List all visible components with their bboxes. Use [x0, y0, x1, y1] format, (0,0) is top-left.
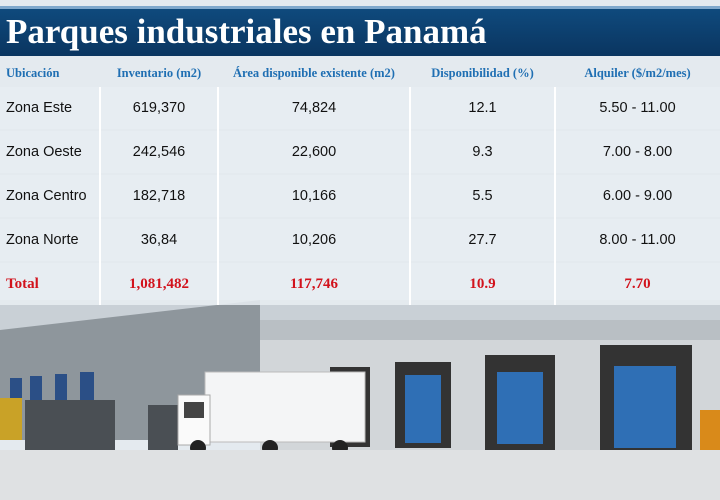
total-cell: 117,746: [290, 275, 338, 292]
table-cell: 22,600: [291, 144, 337, 160]
column-separator: [409, 87, 411, 305]
table-cell: Zona Oeste: [6, 144, 82, 160]
table-cell: 27.7: [468, 232, 497, 248]
table-cell: 9.3: [472, 144, 493, 160]
table-cell: 619,370: [132, 100, 186, 116]
table-row: [0, 175, 720, 217]
table-row: [0, 87, 720, 129]
table-cell: 36,84: [140, 232, 178, 248]
table-cell: Zona Norte: [6, 232, 79, 248]
table-cell: 7.00 - 8.00: [602, 144, 673, 160]
table-cell: 5.5: [472, 188, 493, 204]
table-row: [0, 219, 720, 261]
table-cell: 12.1: [468, 100, 497, 116]
column-separator: [554, 87, 556, 305]
title: Parques industriales en Panamá: [0, 6, 720, 56]
total-cell: Total: [6, 275, 39, 292]
table-cell: 10,166: [291, 188, 337, 204]
header-cell: Ubicación: [6, 66, 60, 80]
column-separator: [99, 87, 101, 305]
table-cell: 242,546: [132, 144, 186, 160]
table-row: [0, 263, 720, 305]
column-separator: [217, 87, 219, 305]
total-cell: 10.9: [469, 275, 496, 292]
table-row: [0, 131, 720, 173]
total-cell: 7.70: [624, 275, 651, 292]
table-cell: 5.50 - 11.00: [599, 100, 676, 116]
table-cell: 6.00 - 9.00: [602, 188, 673, 204]
table-cell: 10,206: [291, 232, 337, 248]
header-cell: Área disponible existente (m2): [233, 66, 395, 80]
table-cell: 74,824: [291, 100, 337, 116]
table-cell: Zona Este: [6, 100, 73, 116]
header-cell: Inventario (m2): [116, 66, 202, 80]
header-cell: Disponibilidad (%): [431, 66, 534, 80]
table-cell: Zona Centro: [6, 188, 87, 204]
header-cell: Alquiler ($/m2/mes): [584, 66, 691, 80]
total-cell: 1,081,482: [129, 275, 189, 292]
table-cell: 182,718: [132, 188, 186, 204]
table-cell: 8.00 - 11.00: [599, 232, 676, 248]
